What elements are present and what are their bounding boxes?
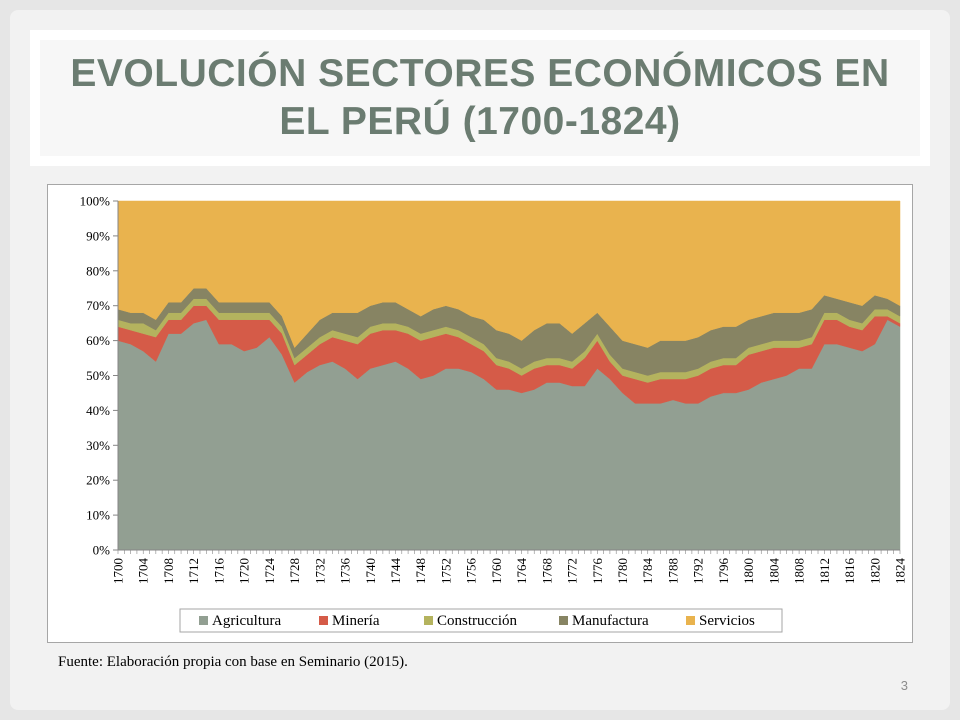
y-tick-label: 20% bbox=[86, 473, 110, 488]
x-tick-label: 1732 bbox=[312, 558, 327, 584]
source-note: Fuente: Elaboración propia con base en S… bbox=[58, 654, 408, 670]
x-tick-label: 1752 bbox=[438, 558, 453, 584]
x-tick-label: 1768 bbox=[539, 558, 554, 584]
y-tick-label: 0% bbox=[93, 543, 111, 558]
x-tick-label: 1816 bbox=[842, 558, 857, 585]
x-tick-label: 1728 bbox=[287, 558, 302, 584]
y-tick-label: 30% bbox=[86, 438, 110, 453]
x-tick-label: 1808 bbox=[792, 558, 807, 584]
chart-container: 0% 10% 20% 30% 40% 50% 60% 70% 80% 90% 100% 1700 170… bbox=[47, 184, 913, 643]
legend-box bbox=[179, 608, 783, 633]
x-tick-label: 1760 bbox=[489, 558, 504, 584]
x-tick-label: 1744 bbox=[388, 558, 403, 585]
x-tick-label: 1812 bbox=[817, 558, 832, 584]
slide-title: EVOLUCIÓN SECTORES ECONÓMICOS EN EL PERÚ… bbox=[70, 52, 890, 143]
y-tick-label: 80% bbox=[86, 263, 110, 278]
x-tick-label: 1800 bbox=[741, 558, 756, 584]
legend-label: Agricultura bbox=[212, 613, 281, 629]
x-tick-label: 1784 bbox=[640, 558, 655, 585]
axes: 0% 10% 20% 30% 40% 50% 60% 70% 80% 90% 100% 1700 170… bbox=[80, 194, 908, 585]
x-tick-label: 1780 bbox=[615, 558, 630, 584]
area-series-servicios bbox=[117, 200, 901, 349]
x-tick-label: 1792 bbox=[691, 558, 706, 584]
x-tick-label: 1804 bbox=[766, 558, 781, 585]
x-tick-label: 1704 bbox=[136, 558, 151, 585]
x-tick-label: 1712 bbox=[186, 558, 201, 584]
y-tick-label: 10% bbox=[86, 508, 110, 523]
title-box: EVOLUCIÓN SECTORES ECONÓMICOS EN EL PERÚ… bbox=[30, 30, 930, 166]
x-tick-label: 1824 bbox=[893, 558, 908, 585]
x-tick-label: 1776 bbox=[590, 558, 605, 585]
x-tick-label: 1716 bbox=[211, 558, 226, 585]
legend-swatch bbox=[319, 616, 328, 625]
y-tick-label: 60% bbox=[86, 333, 110, 348]
x-tick-label: 1708 bbox=[161, 558, 176, 584]
legend: Agricultura Minería Construcción Manufactur… bbox=[179, 608, 783, 633]
x-tick-label: 1720 bbox=[237, 558, 252, 584]
area-chart: 0% 10% 20% 30% 40% 50% 60% 70% 80% 90% 100% 1700 170… bbox=[80, 194, 908, 633]
x-tick-label: 1796 bbox=[716, 558, 731, 585]
x-tick-label: 1700 bbox=[111, 558, 126, 584]
x-tick-label: 1820 bbox=[867, 558, 882, 584]
legend-label: Construcción bbox=[437, 613, 517, 629]
y-tick-label: 70% bbox=[86, 298, 110, 313]
legend-swatch bbox=[559, 616, 568, 625]
legend-swatch bbox=[686, 616, 695, 625]
page-number: 3 bbox=[900, 678, 908, 693]
x-tick-label: 1772 bbox=[565, 558, 580, 584]
x-tick-label: 1788 bbox=[665, 558, 680, 584]
x-tick-label: 1740 bbox=[363, 558, 378, 584]
y-tick-label: 90% bbox=[86, 228, 110, 243]
x-tick-label: 1736 bbox=[338, 558, 353, 585]
legend-label: Manufactura bbox=[572, 613, 649, 629]
series-areas bbox=[117, 200, 901, 551]
legend-swatch bbox=[424, 616, 433, 625]
legend-swatch bbox=[199, 616, 208, 625]
x-tick-label: 1748 bbox=[413, 558, 428, 584]
y-tick-label: 50% bbox=[86, 368, 110, 383]
y-tick-label: 40% bbox=[86, 403, 110, 418]
x-tick-label: 1764 bbox=[514, 558, 529, 585]
y-tick-label: 100% bbox=[80, 194, 111, 209]
x-tick-label: 1724 bbox=[262, 558, 277, 585]
title-inner: EVOLUCIÓN SECTORES ECONÓMICOS EN EL PERÚ… bbox=[40, 40, 920, 156]
legend-label: Servicios bbox=[699, 613, 755, 629]
legend-label: Minería bbox=[332, 613, 380, 629]
x-tick-label: 1756 bbox=[464, 558, 479, 585]
